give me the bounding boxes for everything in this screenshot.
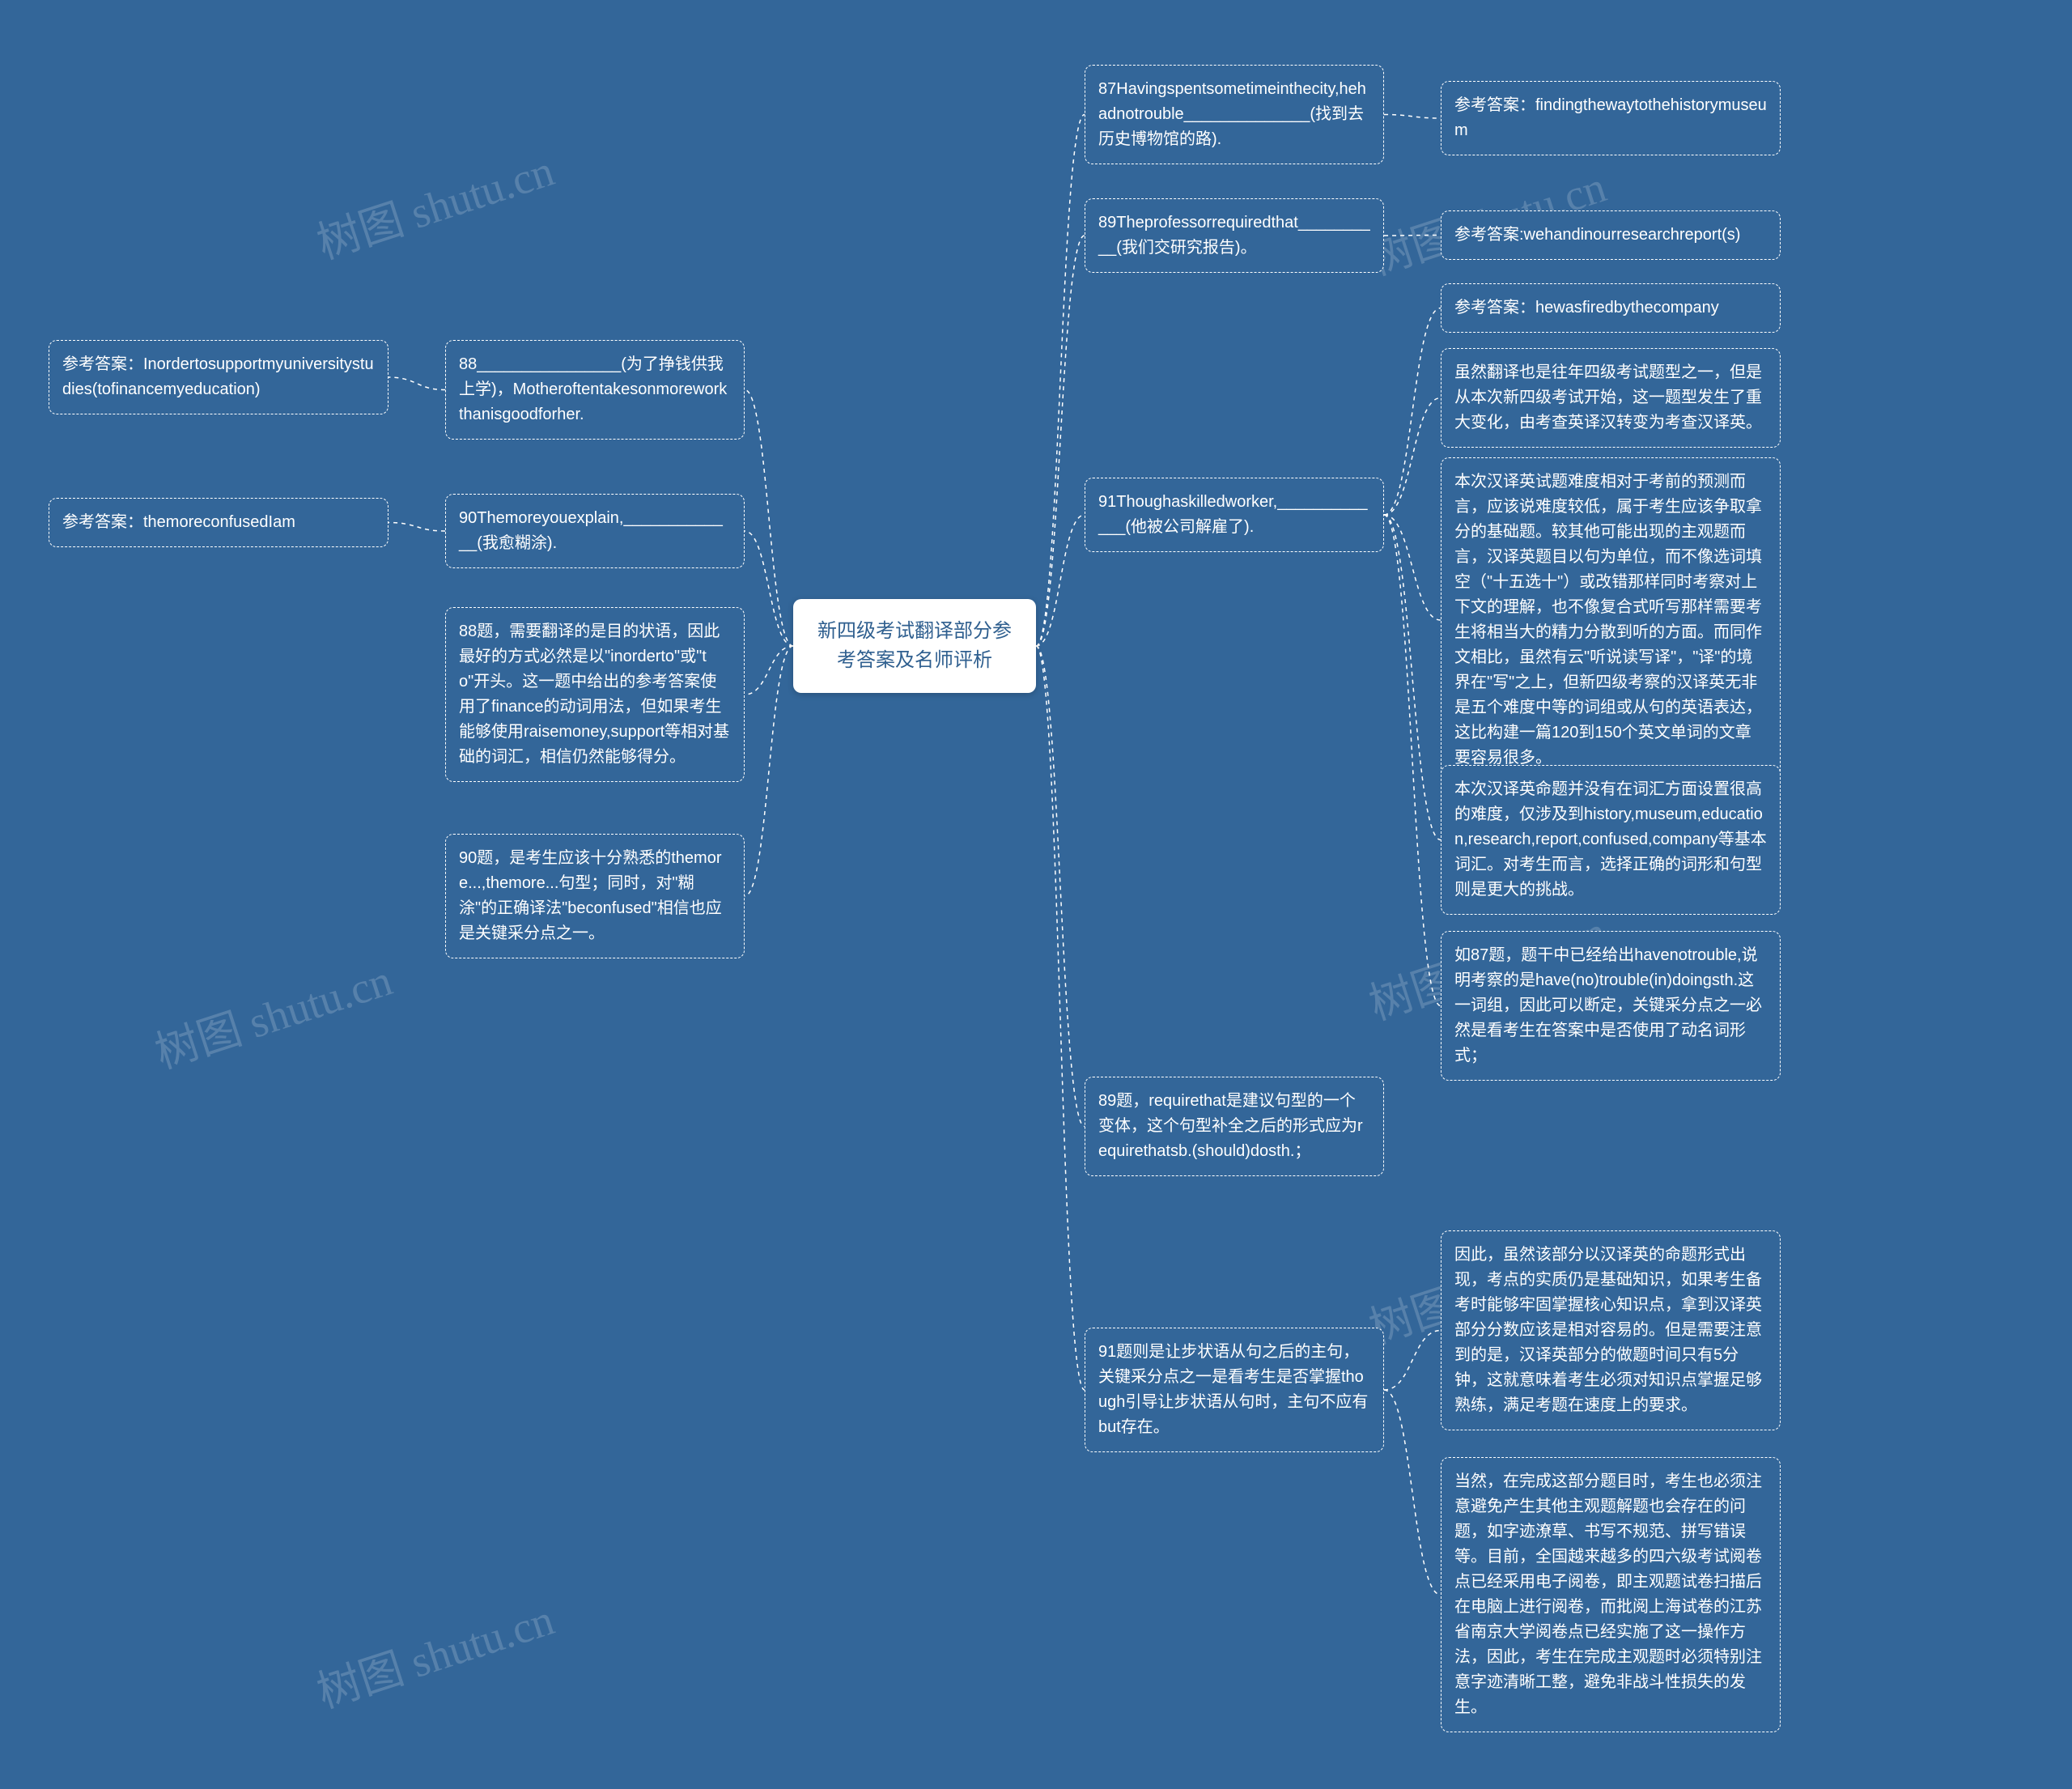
watermark: 树图 shutu.cn xyxy=(146,944,399,1081)
mindmap-node: 87Havingspentsometimeinthecity,hehadnotr… xyxy=(1085,65,1384,164)
mindmap-node: 参考答案:wehandinourresearchreport(s) xyxy=(1441,210,1781,260)
center-node: 新四级考试翻译部分参考答案及名师评析 xyxy=(793,599,1036,693)
watermark: 树图 shutu.cn xyxy=(308,1583,561,1720)
mindmap-node: 91题则是让步状语从句之后的主句，关键采分点之一是看考生是否掌握though引导… xyxy=(1085,1328,1384,1452)
mindmap-node: 本次汉译英命题并没有在词汇方面设置很高的难度，仅涉及到history,museu… xyxy=(1441,765,1781,915)
mindmap-node: 本次汉译英试题难度相对于考前的预测而言，应该说难度较低，属于考生应该争取拿分的基… xyxy=(1441,457,1781,783)
mindmap-node: 91Thoughaskilledworker,_____________(他被公… xyxy=(1085,478,1384,552)
mindmap-node: 参考答案：findingthewaytothehistorymuseum xyxy=(1441,81,1781,155)
mindmap-node: 90题，是考生应该十分熟悉的themore...,themore...句型；同时… xyxy=(445,834,745,958)
mindmap-node: 89Theprofessorrequiredthat__________(我们交… xyxy=(1085,198,1384,273)
mindmap-node: 参考答案：Inordertosupportmyuniversitystudies… xyxy=(49,340,388,414)
mindmap-node: 88________________(为了挣钱供我上学)，Motheroften… xyxy=(445,340,745,440)
mindmap-node: 参考答案：hewasfiredbythecompany xyxy=(1441,283,1781,333)
mindmap-node: 参考答案：themoreconfusedIam xyxy=(49,498,388,547)
mindmap-node: 90Themoreyouexplain,_____________(我愈糊涂). xyxy=(445,494,745,568)
mindmap-node: 当然，在完成这部分题目时，考生也必须注意避免产生其他主观题解题也会存在的问题，如… xyxy=(1441,1457,1781,1732)
mindmap-node: 88题，需要翻译的是目的状语，因此最好的方式必然是以"inorderto"或"t… xyxy=(445,607,745,782)
watermark: 树图 shutu.cn xyxy=(308,134,561,271)
mindmap-node: 因此，虽然该部分以汉译英的命题形式出现，考点的实质仍是基础知识，如果考生备考时能… xyxy=(1441,1230,1781,1430)
mindmap-node: 如87题，题干中已经给出havenotrouble,说明考察的是have(no)… xyxy=(1441,931,1781,1081)
mindmap-node: 虽然翻译也是往年四级考试题型之一，但是从本次新四级考试开始，这一题型发生了重大变… xyxy=(1441,348,1781,448)
mindmap-node: 89题，requirethat是建议句型的一个变体，这个句型补全之后的形式应为r… xyxy=(1085,1077,1384,1176)
